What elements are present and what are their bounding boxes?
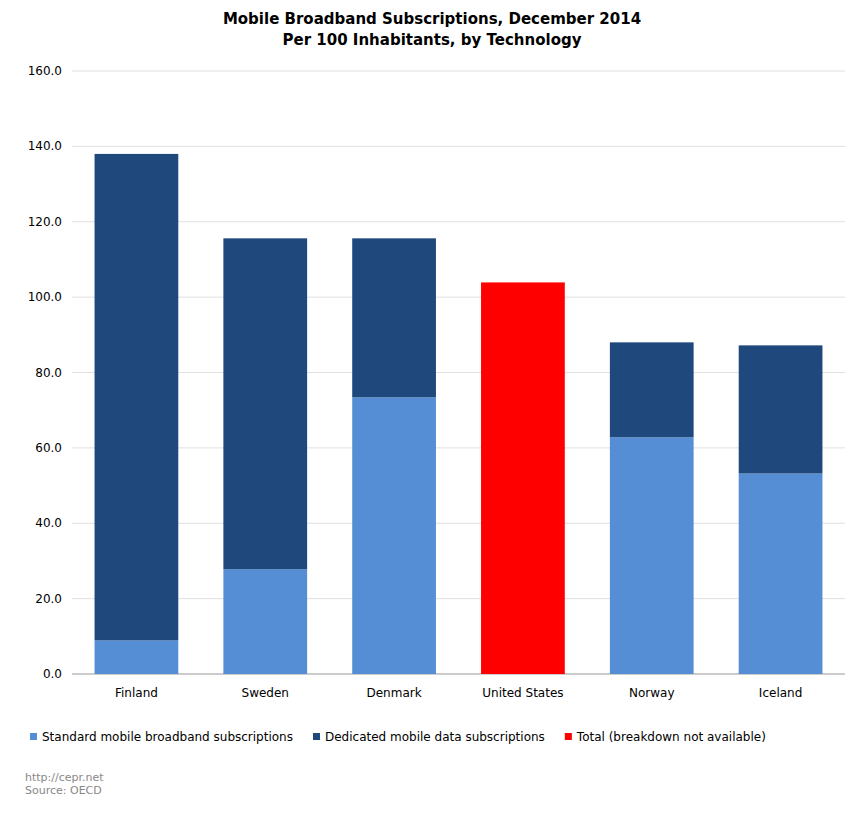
y-tick-label: 60.0 [35,441,62,455]
grid-line [72,71,845,72]
bar [610,342,694,437]
bar [95,640,179,674]
bar [223,238,307,569]
grid-line [72,221,845,222]
legend-swatch [313,733,320,740]
chart: Mobile Broadband Subscriptions, December… [0,0,864,814]
grid-line [72,297,845,298]
bar [739,474,823,674]
grid [72,71,845,674]
x-tick-label: Sweden [242,686,289,700]
x-tick-label: Norway [629,686,675,700]
y-tick-label: 80.0 [35,366,62,380]
x-tick-label: Iceland [759,686,802,700]
legend-label: Total (breakdown not available) [576,730,766,744]
annotation: http://cepr.net [25,771,104,784]
bar [352,397,436,674]
grid-line [72,372,845,373]
grid-line [72,523,845,524]
legend-label: Dedicated mobile data subscriptions [325,730,545,744]
grid-line [72,146,845,147]
legend-swatch [565,733,572,740]
y-tick-label: 40.0 [35,516,62,530]
bar [610,437,694,674]
y-tick-label: 120.0 [28,215,62,229]
x-tick-label: United States [482,686,563,700]
annotation: Source: OECD [25,784,102,797]
legend-swatch [30,733,37,740]
grid-line [72,598,845,599]
bar [95,154,179,641]
bar [352,238,436,397]
bar [223,569,307,674]
title: Mobile Broadband Subscriptions, December… [223,10,641,28]
grid-line [72,447,845,448]
y-tick-label: 140.0 [28,139,62,153]
grid-line [72,674,845,675]
y-tick-label: 160.0 [28,64,62,78]
x-tick-label: Denmark [367,686,422,700]
legend-label: Standard mobile broadband subscriptions [42,730,293,744]
y-tick-label: 20.0 [35,592,62,606]
subtitle: Per 100 Inhabitants, by Technology [283,31,582,49]
bar [481,282,565,674]
y-tick-label: 100.0 [28,290,62,304]
bar [739,345,823,473]
x-tick-label: Finland [115,686,158,700]
bars [95,154,823,674]
y-tick-label: 0.0 [43,667,62,681]
legend: Standard mobile broadband subscriptions D… [30,730,766,744]
